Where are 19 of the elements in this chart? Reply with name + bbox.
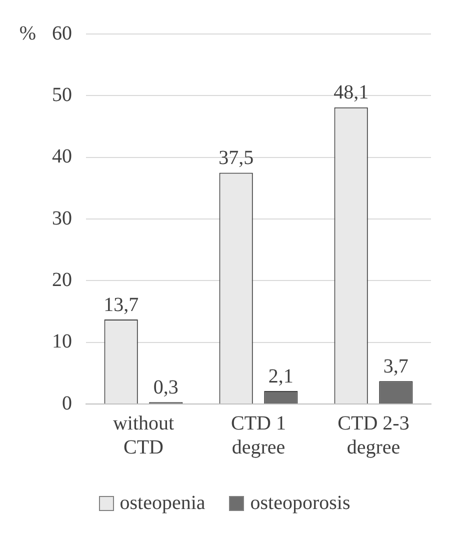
data-label: 2,1 bbox=[268, 365, 294, 388]
y-tick-label: 60 bbox=[52, 22, 72, 44]
y-tick-label: 30 bbox=[52, 207, 72, 230]
x-tick-label: CTD 2-3 degree bbox=[338, 412, 410, 458]
y-axis-title: % bbox=[19, 22, 36, 44]
data-label: 48,1 bbox=[334, 82, 369, 104]
data-label: 13,7 bbox=[104, 294, 139, 316]
data-label: 37,5 bbox=[218, 147, 254, 169]
legend-label: osteoporosis bbox=[250, 492, 350, 515]
x-tick-label: CTD 1 degree bbox=[231, 412, 286, 458]
y-tick-label: 50 bbox=[52, 84, 72, 106]
y-tick-label: 40 bbox=[52, 146, 72, 168]
y-tick-label: 20 bbox=[52, 268, 72, 291]
y-tick-label: 0 bbox=[62, 392, 72, 414]
data-label: 3,7 bbox=[383, 355, 408, 378]
y-tick-label: 10 bbox=[52, 330, 72, 353]
legend-label: osteopenia bbox=[120, 492, 206, 515]
x-tick-label: without CTD bbox=[112, 412, 174, 458]
data-label: 0,3 bbox=[153, 376, 178, 398]
